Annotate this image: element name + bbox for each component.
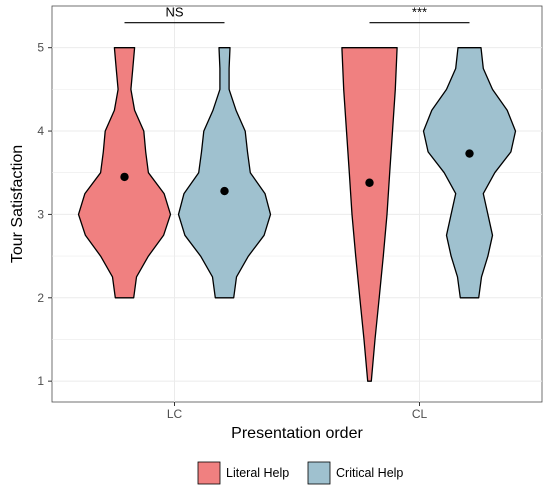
legend-label-literal-help: Literal Help xyxy=(226,466,289,480)
violins xyxy=(77,47,517,382)
significance-label: NS xyxy=(165,5,183,20)
significance-annotations: NS *** xyxy=(124,5,470,24)
legend: Literal Help Critical Help xyxy=(197,461,403,485)
y-tick-label: 5 xyxy=(37,41,44,55)
violin-critical-help-cl xyxy=(422,47,517,299)
mean-point xyxy=(365,178,374,187)
x-tick-label: LC xyxy=(167,407,183,421)
significance-label: *** xyxy=(412,5,427,20)
violin-critical-help-lc xyxy=(177,47,272,299)
y-tick-label: 1 xyxy=(37,374,44,388)
legend-swatch-literal-help xyxy=(197,461,221,485)
axis-ticks: 1 2 3 4 5 LC CL xyxy=(37,41,427,421)
mean-point xyxy=(120,172,129,182)
legend-label-critical-help: Critical Help xyxy=(336,466,403,480)
mean-point xyxy=(220,186,229,196)
x-tick-label: CL xyxy=(412,407,428,421)
y-tick-label: 2 xyxy=(37,291,44,305)
violin-literal-help-cl xyxy=(341,47,398,382)
y-tick-label: 3 xyxy=(37,207,44,221)
y-axis-title: Tour Satisfaction xyxy=(9,145,26,263)
y-tick-label: 4 xyxy=(37,124,44,138)
legend-swatch-critical-help xyxy=(307,461,331,485)
x-axis-title: Presentation order xyxy=(231,425,363,442)
mean-point xyxy=(465,149,474,158)
